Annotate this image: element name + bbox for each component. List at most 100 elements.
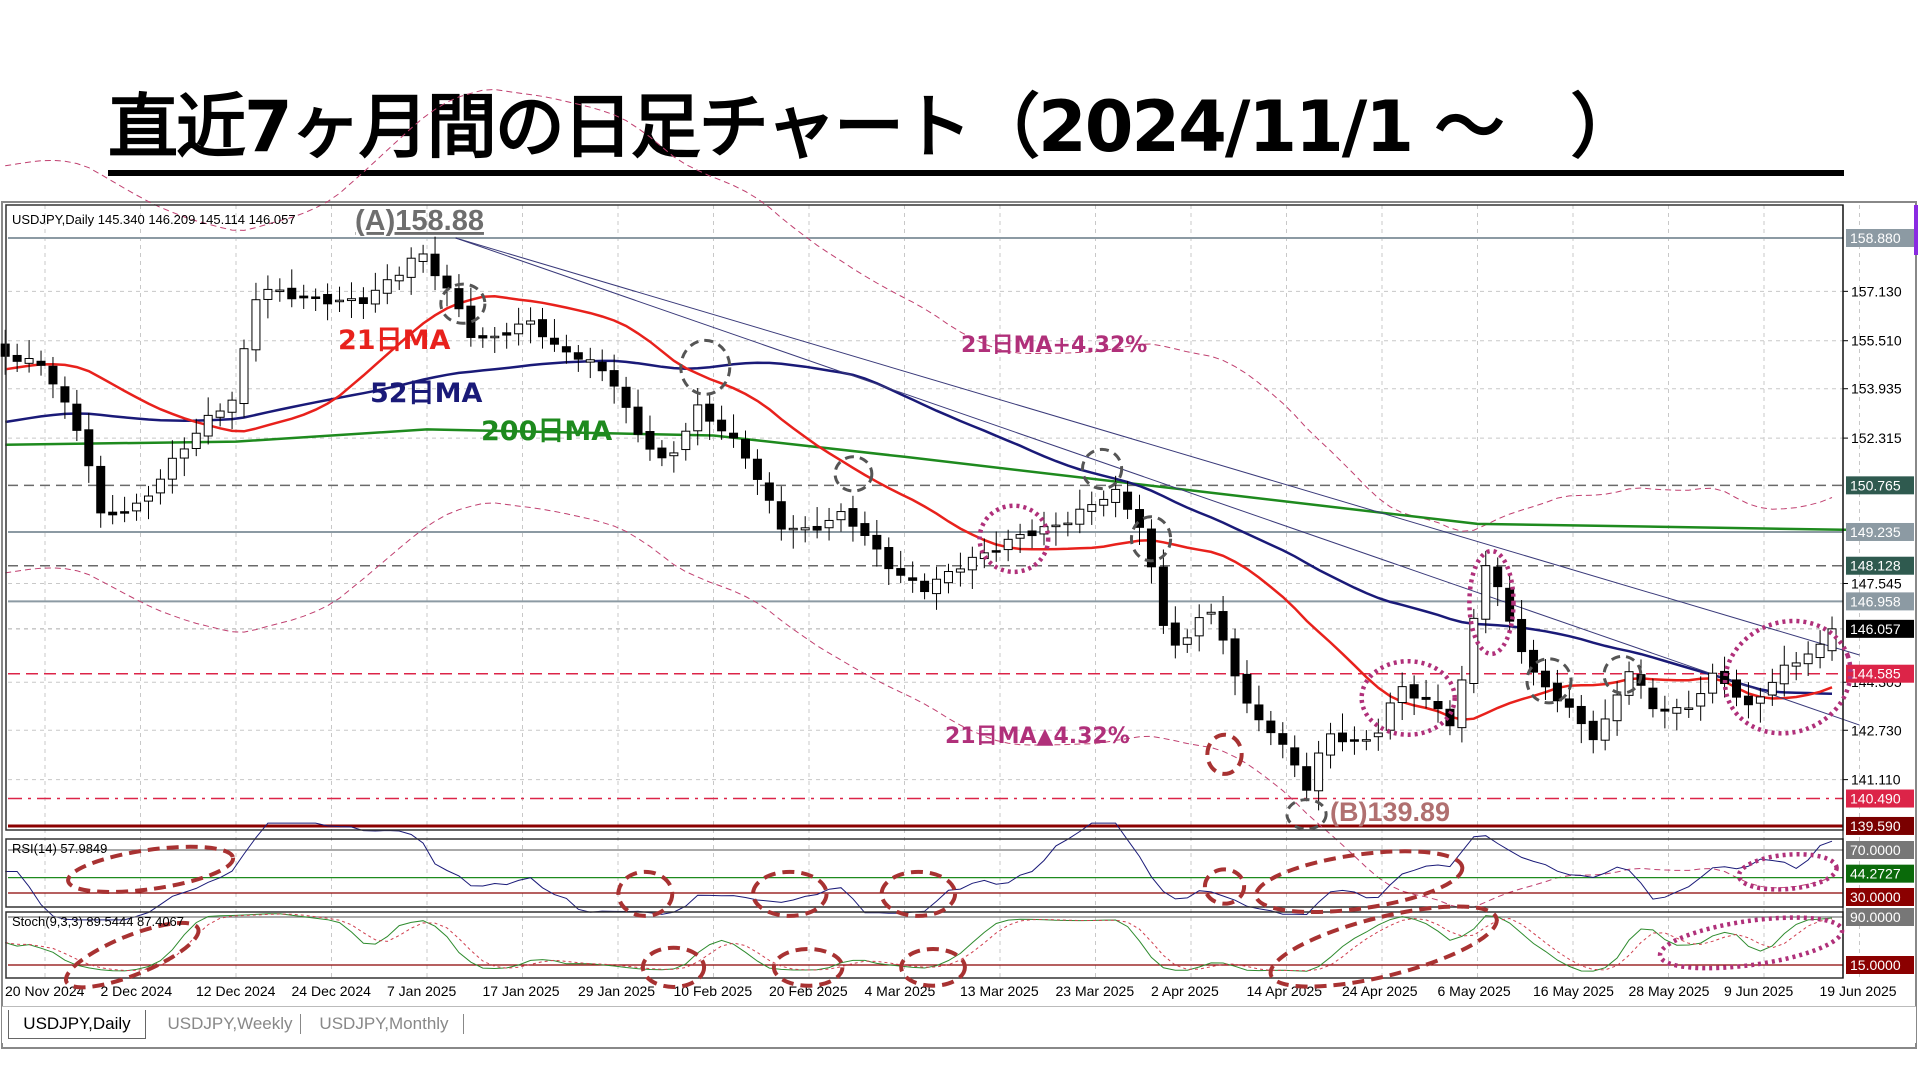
y-tick-label: 153.935 xyxy=(1851,381,1902,397)
stoch-level-label: 15.0000 xyxy=(1850,957,1901,973)
candle-body xyxy=(538,319,548,338)
candle-body xyxy=(12,354,22,362)
tab-usdjpy-weekly[interactable]: USDJPY,Weekly xyxy=(160,1010,300,1038)
price-level-label: 150.765 xyxy=(1850,477,1901,493)
candle-body xyxy=(72,403,82,431)
rsi-level-label: 44.2727 xyxy=(1850,866,1901,882)
candle-body xyxy=(1815,643,1825,659)
env-down-label: 21日MA▲4.32% xyxy=(945,724,1130,749)
candle-body xyxy=(824,519,834,529)
candle-body xyxy=(1099,498,1109,506)
candle-body xyxy=(1146,528,1156,568)
price-level-label: 146.057 xyxy=(1850,621,1901,637)
tab-label: USDJPY,Weekly xyxy=(167,1014,293,1033)
candle-body xyxy=(132,502,142,512)
annotation-ellipse xyxy=(899,946,967,988)
candle-body xyxy=(1684,707,1694,710)
x-tick-label: 23 Mar 2025 xyxy=(1056,983,1135,999)
envelope-lower-line xyxy=(5,502,1833,909)
price-levels xyxy=(8,237,1843,828)
candle-body xyxy=(1708,672,1718,694)
candle-body xyxy=(1290,747,1300,766)
price-level-tag xyxy=(1846,476,1914,495)
candle-body xyxy=(1540,670,1550,688)
tab-usdjpy-monthly[interactable]: USDJPY,Monthly xyxy=(314,1010,454,1038)
candle-body xyxy=(1696,693,1706,707)
candle-body xyxy=(693,404,703,432)
candle-body xyxy=(1755,696,1765,704)
y-tick-label: 147.545 xyxy=(1851,575,1902,591)
candle-body xyxy=(382,279,392,294)
candle-body xyxy=(370,289,380,305)
annotation-ellipse xyxy=(977,503,1051,575)
annotations xyxy=(63,282,1853,990)
candle-body xyxy=(836,511,846,521)
price-level-label: 158.880 xyxy=(1850,230,1901,246)
candle-body xyxy=(585,359,595,363)
price-level-label: 148.128 xyxy=(1850,558,1901,574)
candle-body xyxy=(406,257,416,278)
candle-body xyxy=(633,406,643,435)
annotation-ellipse xyxy=(1285,798,1328,831)
candle-body xyxy=(1720,670,1730,684)
stoch-d-line xyxy=(5,913,1833,972)
candle-body xyxy=(1027,530,1037,537)
price-level-tag xyxy=(1846,522,1914,541)
candle-body xyxy=(848,508,858,527)
annotation-ellipse xyxy=(1254,849,1465,914)
envelope-upper-line xyxy=(5,88,1833,532)
candle-body xyxy=(896,568,906,576)
annotation-ellipse xyxy=(66,844,236,894)
candles xyxy=(0,236,1837,811)
candle-body xyxy=(669,452,679,457)
page-title: 直近7ヶ月間の日足チャート（2024/11/1 ～ ） xyxy=(108,86,1640,168)
candle-body xyxy=(967,556,977,571)
candle-body xyxy=(860,523,870,536)
candle-body xyxy=(1576,705,1586,725)
candle-body xyxy=(657,447,667,459)
axes: 157.130155.510153.935152.315147.545144.3… xyxy=(5,204,1914,999)
candle-body xyxy=(1672,707,1682,714)
annotation-ellipse xyxy=(1205,732,1244,776)
candle-body xyxy=(239,348,249,405)
candle-body xyxy=(645,431,655,450)
annotation-ellipse xyxy=(1129,515,1173,563)
x-tick-label: 29 Jan 2025 xyxy=(578,983,655,999)
tab-usdjpy-daily[interactable]: USDJPY,Daily xyxy=(8,1010,146,1039)
low-b-label: (B)139.89 xyxy=(1330,797,1450,827)
candle-body xyxy=(1433,701,1443,710)
annotation-ellipse xyxy=(833,455,874,493)
y-tick-label: 157.130 xyxy=(1851,283,1902,299)
y-tick-label: 152.315 xyxy=(1851,430,1902,446)
candle-body xyxy=(394,274,404,282)
stoch-level-tag xyxy=(1846,956,1914,974)
candle-body xyxy=(884,547,894,570)
annotation-ellipse xyxy=(679,338,732,396)
rsi-label: RSI(14) 57.9849 xyxy=(12,841,107,856)
candle-body xyxy=(454,288,464,310)
price-level-tag xyxy=(1846,664,1914,683)
candle-body xyxy=(1087,504,1097,512)
candle-body xyxy=(227,399,237,413)
x-tick-label: 2 Apr 2025 xyxy=(1151,983,1219,999)
candle-body xyxy=(1743,695,1753,706)
rsi-level-tag xyxy=(1846,864,1914,883)
candle-body xyxy=(502,332,512,336)
candle-body xyxy=(1469,617,1479,684)
x-tick-label: 9 Jun 2025 xyxy=(1724,983,1793,999)
candle-body xyxy=(955,568,965,573)
annotation-ellipse xyxy=(1359,658,1457,737)
x-tick-label: 6 May 2025 xyxy=(1438,983,1511,999)
price-level-tag xyxy=(1846,592,1914,611)
candle-body xyxy=(573,352,583,360)
candle-body xyxy=(430,253,440,277)
annotation-ellipse xyxy=(771,946,845,988)
x-tick-label: 12 Dec 2024 xyxy=(196,983,276,999)
candle-body xyxy=(1337,732,1347,743)
annotation-ellipse xyxy=(1722,618,1853,736)
candle-body xyxy=(1421,696,1431,700)
candle-body xyxy=(0,343,10,357)
candle-body xyxy=(1206,611,1216,615)
candle-body xyxy=(764,482,774,501)
